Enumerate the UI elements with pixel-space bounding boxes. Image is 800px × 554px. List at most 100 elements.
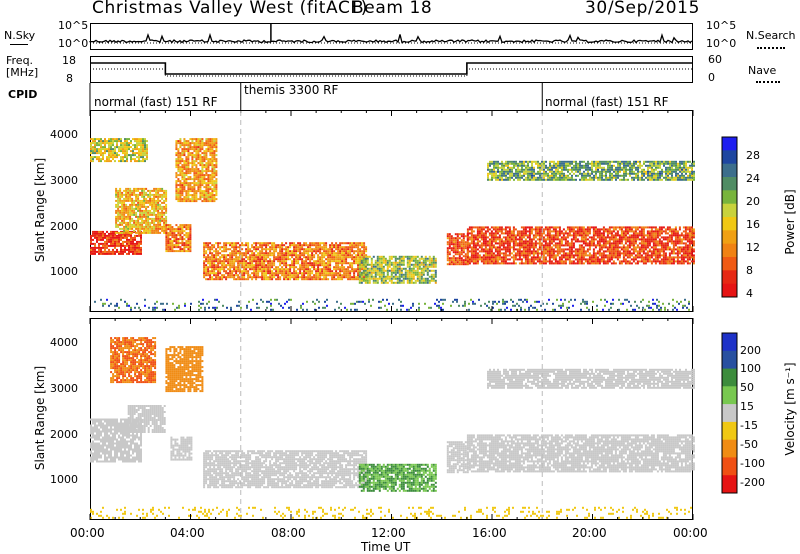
data-cell — [309, 244, 312, 247]
data-cell — [269, 252, 272, 255]
data-cell — [542, 262, 545, 265]
data-cell — [237, 258, 240, 261]
data-cell — [149, 195, 152, 198]
data-cell — [157, 189, 160, 192]
data-cell — [165, 238, 168, 241]
data-cell — [155, 215, 158, 218]
data-cell — [430, 279, 433, 282]
data-cell — [108, 140, 110, 143]
data-cell — [522, 262, 525, 265]
data-cell — [283, 252, 286, 255]
data-cell — [548, 258, 551, 261]
data-cell — [604, 238, 607, 241]
data-cell — [612, 226, 615, 229]
data-cell — [193, 144, 196, 147]
data-cell — [432, 275, 435, 278]
data-cell — [259, 246, 262, 249]
data-cell — [568, 234, 571, 237]
data-cell — [191, 152, 194, 155]
data-cell — [175, 240, 178, 243]
data-cell — [157, 227, 160, 230]
data-cell — [129, 225, 132, 228]
data-cell — [311, 262, 314, 265]
data-cell — [251, 268, 254, 271]
data-cell — [380, 261, 383, 264]
data-cell — [325, 244, 328, 247]
data-cell — [253, 254, 256, 257]
data-cell — [108, 238, 110, 241]
data-cell — [211, 150, 214, 153]
data-cell — [128, 242, 130, 245]
data-cell — [117, 191, 120, 194]
data-cell — [179, 156, 182, 159]
data-cell — [323, 242, 326, 245]
data-cell — [578, 260, 581, 263]
data-cell — [287, 248, 290, 251]
data-cell — [134, 152, 136, 155]
data-cell — [255, 250, 258, 253]
data-cell — [135, 187, 138, 190]
data-cell — [422, 261, 425, 264]
data-cell — [370, 275, 373, 278]
data-cell — [574, 248, 577, 251]
data-cell — [548, 244, 551, 247]
data-cell — [341, 268, 344, 271]
data-cell — [205, 154, 208, 157]
data-cell — [528, 260, 531, 263]
data-cell — [524, 254, 527, 257]
data-cell — [94, 232, 96, 235]
data-cell — [347, 266, 350, 269]
data-cell — [536, 228, 539, 231]
data-cell — [229, 268, 232, 271]
data-cell — [630, 262, 633, 265]
data-cell — [528, 248, 531, 251]
data-cell — [361, 244, 364, 247]
data-cell — [209, 188, 212, 191]
data-cell — [331, 256, 334, 259]
data-cell — [380, 273, 383, 276]
data-cell — [229, 248, 232, 251]
data-cell — [229, 254, 232, 257]
data-cell — [364, 265, 367, 268]
data-cell — [364, 255, 367, 258]
data-cell — [213, 262, 216, 265]
data-cell — [574, 238, 577, 241]
data-cell — [357, 242, 360, 245]
data-cell — [490, 230, 493, 233]
data-cell — [624, 236, 627, 239]
data-cell — [299, 258, 302, 261]
data-cell — [622, 252, 625, 255]
data-cell — [598, 246, 601, 249]
data-cell — [526, 236, 529, 239]
data-cell — [476, 228, 479, 231]
data-cell — [279, 244, 282, 247]
data-cell — [343, 276, 346, 279]
data-cell — [374, 267, 377, 270]
data-cell — [135, 189, 138, 192]
data-cell — [618, 226, 621, 229]
data-cell — [588, 260, 591, 263]
data-cell — [388, 279, 391, 282]
data-cell — [378, 267, 381, 270]
data-cell — [365, 250, 368, 253]
data-cell — [201, 194, 204, 197]
data-cell — [120, 138, 122, 141]
data-cell — [598, 232, 601, 235]
data-cell — [263, 264, 266, 267]
data-cell — [564, 248, 567, 251]
data-cell — [115, 223, 118, 226]
data-cell — [452, 237, 455, 240]
data-cell — [315, 252, 318, 255]
data-cell — [110, 234, 112, 237]
data-cell — [219, 272, 222, 275]
data-cell — [92, 156, 94, 159]
data-cell — [630, 228, 633, 231]
data-cell — [239, 244, 242, 247]
data-cell — [125, 193, 128, 196]
data-cell — [112, 150, 114, 153]
data-cell — [161, 197, 164, 200]
data-cell — [380, 259, 383, 262]
data-cell — [129, 189, 132, 192]
data-cell — [538, 246, 541, 249]
data-cell — [255, 268, 258, 271]
